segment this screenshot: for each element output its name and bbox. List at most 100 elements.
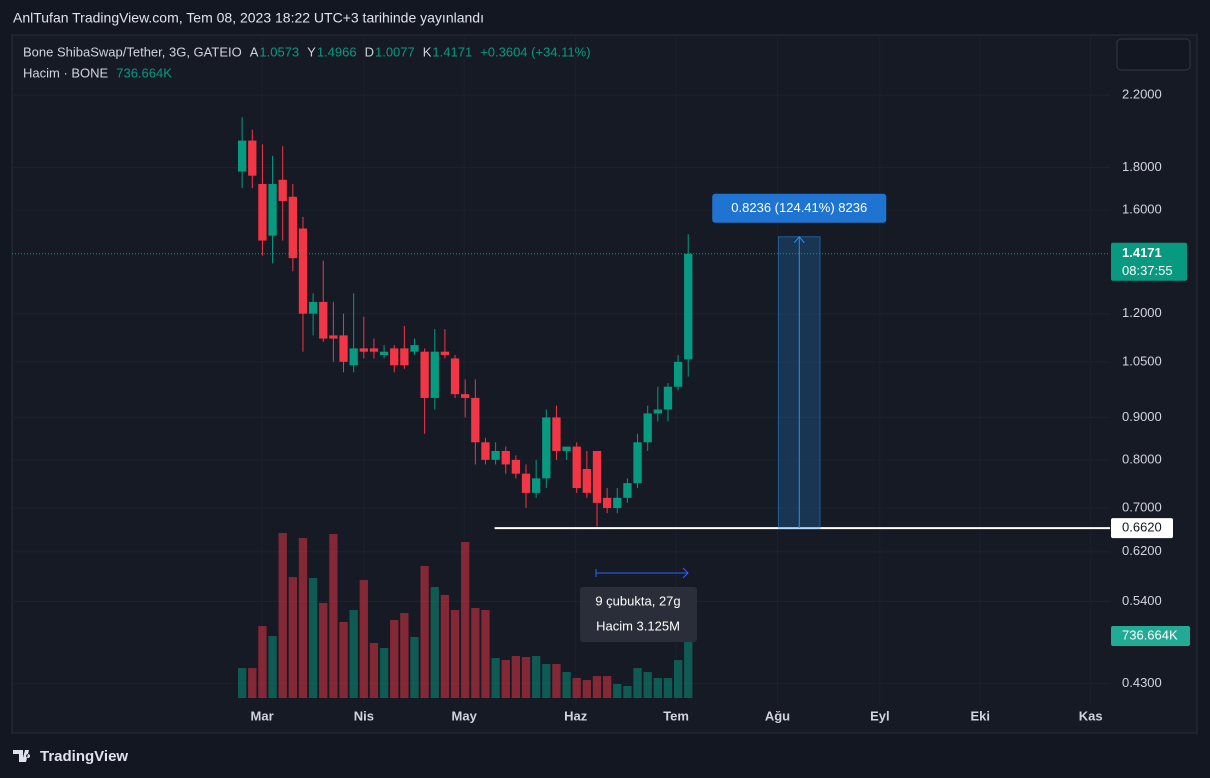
candle-body xyxy=(673,361,683,387)
candle-body xyxy=(278,179,287,202)
ohlc-value: 1.0077 xyxy=(375,44,415,59)
ohlc-letter: A xyxy=(250,44,259,59)
x-tick-label: Tem xyxy=(663,708,689,723)
price-badge xyxy=(1111,242,1187,281)
volume-bar xyxy=(542,663,551,698)
volume-bar xyxy=(501,660,510,698)
candle-body xyxy=(319,301,328,339)
volume-bar xyxy=(440,594,450,698)
volume-badge xyxy=(1111,625,1190,646)
candle-body xyxy=(602,497,612,509)
countdown: 08:37:55 xyxy=(1122,263,1173,278)
x-tick-label: Eyl xyxy=(870,708,890,723)
volume-bar xyxy=(471,608,480,698)
candle-body xyxy=(400,348,409,366)
volume-bar xyxy=(633,668,642,698)
candle-body xyxy=(258,183,267,241)
level-badge-label: 0.6620 xyxy=(1122,520,1162,535)
ohlc-value: 1.4171 xyxy=(432,44,472,59)
candle-body xyxy=(501,450,510,465)
candle-body xyxy=(471,397,480,443)
y-tick-label: 0.7000 xyxy=(1122,499,1162,514)
volume-bar xyxy=(582,679,592,698)
volume-bar xyxy=(410,636,419,698)
volume-bar xyxy=(491,658,500,698)
logo xyxy=(13,750,31,762)
candle-body xyxy=(308,301,318,314)
candle-body xyxy=(450,358,460,395)
x-tick-label: May xyxy=(452,708,478,723)
toolbar-button[interactable] xyxy=(1116,38,1191,71)
y-tick-label: 0.4300 xyxy=(1122,675,1162,690)
candle-body xyxy=(248,140,257,176)
y-tick-label: 1.6000 xyxy=(1122,201,1162,216)
volume-bar xyxy=(450,610,460,698)
ohlc-letter: D xyxy=(365,44,374,59)
candle-body xyxy=(440,351,450,356)
ohlc-value: 1.0573 xyxy=(259,44,299,59)
ohlc-letter: K xyxy=(423,44,432,59)
volume-bar xyxy=(400,612,409,698)
candle-body xyxy=(542,417,551,479)
volume-bar xyxy=(653,677,662,698)
candle-body xyxy=(379,351,389,356)
volume-bar xyxy=(562,671,571,698)
candle-body xyxy=(623,483,632,498)
candle-body xyxy=(329,335,338,339)
candle-body xyxy=(653,409,662,414)
volume-bar xyxy=(430,586,439,698)
range-box xyxy=(580,587,697,642)
volume-bar xyxy=(308,577,318,698)
candle-body xyxy=(582,469,592,493)
volume-value: 736.664K xyxy=(116,65,172,80)
level-badge xyxy=(1111,518,1173,539)
ohlc-letter: Y xyxy=(307,44,316,59)
y-tick-label: 1.2000 xyxy=(1122,305,1162,320)
volume-bar xyxy=(268,636,277,698)
volume-bar xyxy=(379,647,389,698)
measure-arrowhead xyxy=(793,235,805,244)
volume-bar xyxy=(359,579,368,698)
change-label: +0.3604 (+34.11%) xyxy=(480,44,590,59)
footer-brand: TradingView xyxy=(40,748,128,765)
volume-bar xyxy=(552,663,561,698)
volume-title: Hacim · BONE xyxy=(23,65,109,80)
volume-bar xyxy=(339,621,348,698)
candle-body xyxy=(572,446,581,488)
range-volume: Hacim 3.125M xyxy=(596,618,680,633)
candle-body xyxy=(339,335,348,362)
volume-badge-label: 736.664K xyxy=(1122,627,1178,642)
volume-bar xyxy=(288,577,297,698)
candle-body xyxy=(663,386,673,410)
x-tick-label: Nis xyxy=(354,708,374,723)
volume-bar xyxy=(390,619,399,698)
x-tick-label: Haz xyxy=(564,708,588,723)
candle-body xyxy=(532,478,541,493)
volume-bar xyxy=(521,657,531,698)
candle-body xyxy=(491,450,500,460)
y-tick-label: 1.8000 xyxy=(1122,159,1162,174)
candle-body xyxy=(521,473,531,493)
x-tick-label: Mar xyxy=(251,708,274,723)
candle-body xyxy=(552,417,561,451)
volume-bar xyxy=(298,538,308,698)
volume-bar xyxy=(511,655,521,698)
volume-bar xyxy=(237,668,247,698)
candle-body xyxy=(613,497,622,509)
volume-bar xyxy=(319,602,328,698)
candle-body xyxy=(562,446,571,451)
measure-label-box xyxy=(712,193,887,223)
volume-bar xyxy=(673,660,683,698)
candle-body xyxy=(268,183,277,236)
candle-body xyxy=(298,228,308,314)
y-tick-label: 1.0500 xyxy=(1122,353,1162,368)
ohlc-value: 1.4966 xyxy=(317,44,357,59)
volume-bar xyxy=(613,684,622,698)
candle-body xyxy=(461,394,470,398)
candle-body xyxy=(633,442,642,484)
candle-body xyxy=(237,140,247,172)
volume-bar xyxy=(602,676,612,698)
candle-body xyxy=(390,348,399,366)
volume-bar xyxy=(248,668,257,698)
